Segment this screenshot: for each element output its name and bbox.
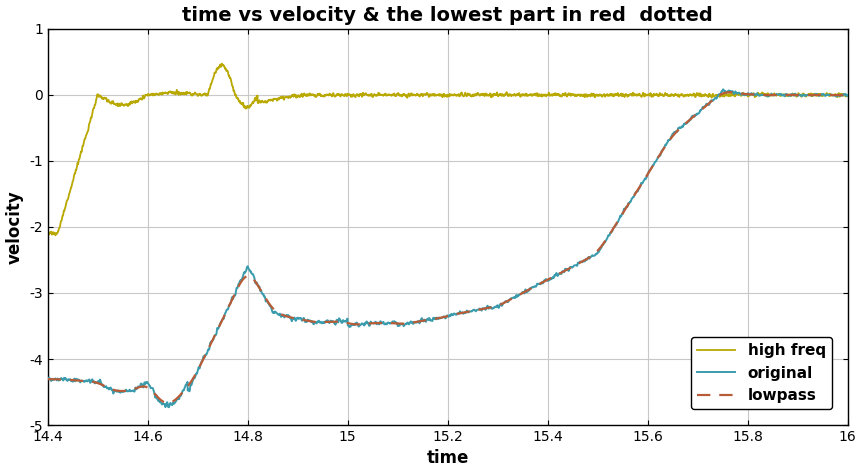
original — [621, 204, 631, 210]
lowpass — [841, 92, 852, 98]
lowpass — [672, 128, 682, 133]
X-axis label: time: time — [426, 449, 468, 467]
lowpass — [42, 377, 53, 382]
original — [164, 404, 174, 410]
high freq — [550, 91, 561, 97]
high freq — [207, 79, 217, 85]
original — [720, 89, 730, 95]
high freq — [42, 230, 53, 236]
lowpass — [621, 204, 631, 210]
original — [833, 93, 843, 99]
high freq — [672, 92, 682, 98]
high freq — [621, 92, 631, 98]
original — [550, 271, 561, 277]
Title: time vs velocity & the lowest part in red  dotted: time vs velocity & the lowest part in re… — [182, 6, 712, 25]
original — [841, 92, 852, 98]
original — [717, 87, 728, 92]
lowpass — [163, 400, 173, 406]
lowpass — [833, 92, 843, 98]
Line: high freq: high freq — [47, 64, 846, 236]
high freq — [720, 91, 730, 97]
original — [207, 338, 217, 344]
original — [42, 375, 53, 381]
high freq — [216, 61, 226, 67]
original — [672, 128, 682, 133]
Legend: high freq, original, lowpass: high freq, original, lowpass — [691, 337, 831, 410]
Y-axis label: velocity: velocity — [5, 190, 23, 264]
lowpass — [723, 89, 734, 95]
lowpass — [550, 272, 561, 278]
high freq — [841, 93, 852, 99]
lowpass — [720, 90, 730, 96]
high freq — [50, 233, 60, 238]
Line: original: original — [47, 89, 846, 407]
Line: lowpass: lowpass — [47, 92, 846, 403]
lowpass — [207, 339, 217, 345]
high freq — [833, 91, 843, 96]
